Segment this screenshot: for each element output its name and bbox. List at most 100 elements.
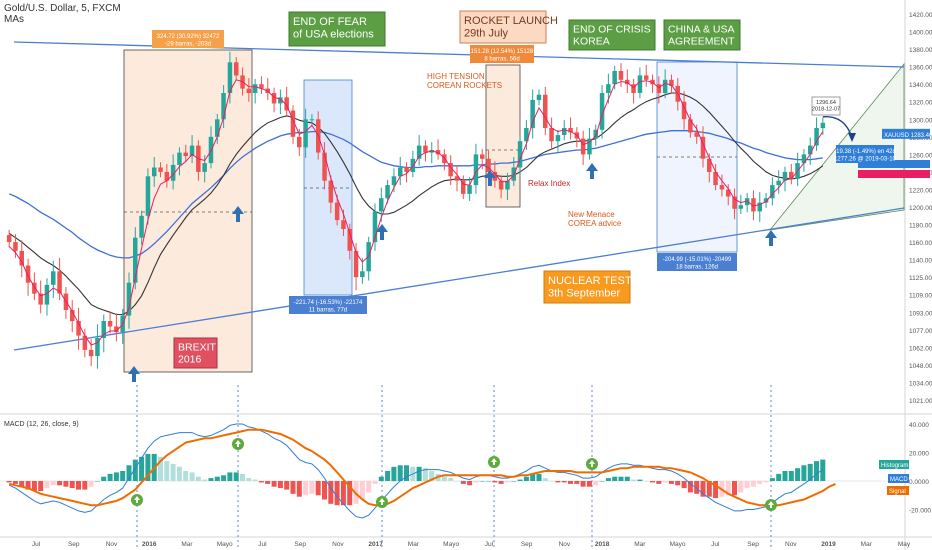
candle[interactable] xyxy=(681,101,687,120)
candle[interactable] xyxy=(555,135,561,142)
elections-range-box[interactable] xyxy=(303,79,353,296)
candle[interactable] xyxy=(398,167,403,177)
candle[interactable] xyxy=(770,185,775,199)
candle[interactable] xyxy=(133,237,138,283)
candle[interactable] xyxy=(744,198,750,206)
candle[interactable] xyxy=(587,138,592,155)
lower-trend-line[interactable] xyxy=(13,207,905,351)
candle[interactable] xyxy=(114,326,119,333)
candle[interactable] xyxy=(700,136,706,159)
candle[interactable] xyxy=(271,93,277,104)
candle[interactable] xyxy=(13,242,18,251)
candle[interactable] xyxy=(70,310,75,322)
candle[interactable] xyxy=(549,128,554,142)
candle[interactable] xyxy=(145,176,151,216)
range2-box[interactable] xyxy=(289,296,367,314)
candle[interactable] xyxy=(719,185,725,190)
candle[interactable] xyxy=(814,128,819,146)
candle[interactable] xyxy=(353,250,359,278)
candle[interactable] xyxy=(410,158,416,172)
candle[interactable] xyxy=(448,163,453,177)
candle[interactable] xyxy=(593,129,599,139)
candle[interactable] xyxy=(726,189,731,197)
candle[interactable] xyxy=(372,211,378,243)
candle[interactable] xyxy=(347,228,353,251)
candle[interactable] xyxy=(76,321,81,336)
candle[interactable] xyxy=(606,84,611,93)
candle[interactable] xyxy=(612,71,617,85)
candle[interactable] xyxy=(183,152,189,157)
candle[interactable] xyxy=(568,128,573,133)
candle[interactable] xyxy=(139,215,144,238)
candle[interactable] xyxy=(57,271,62,294)
candle[interactable] xyxy=(158,167,163,172)
candle[interactable] xyxy=(404,167,409,172)
candle[interactable] xyxy=(334,202,340,221)
candle[interactable] xyxy=(391,176,397,186)
candle[interactable] xyxy=(662,79,668,93)
candle[interactable] xyxy=(44,284,50,305)
range3-box[interactable] xyxy=(470,45,534,63)
candle[interactable] xyxy=(637,75,643,93)
candle[interactable] xyxy=(6,235,12,243)
candle[interactable] xyxy=(820,122,826,129)
candle[interactable] xyxy=(126,282,132,316)
candle[interactable] xyxy=(782,171,788,181)
end-crisis-box[interactable] xyxy=(568,19,656,51)
candle[interactable] xyxy=(385,185,390,199)
candle[interactable] xyxy=(492,171,498,181)
candle[interactable] xyxy=(19,250,25,266)
candle[interactable] xyxy=(669,79,674,86)
candle[interactable] xyxy=(461,180,466,194)
candle[interactable] xyxy=(303,119,308,148)
candle[interactable] xyxy=(234,62,239,76)
candle[interactable] xyxy=(95,338,100,357)
candle[interactable] xyxy=(505,180,510,190)
candle[interactable] xyxy=(215,119,220,137)
candle[interactable] xyxy=(82,335,88,350)
candle[interactable] xyxy=(297,136,302,148)
candle[interactable] xyxy=(631,84,636,93)
candle[interactable] xyxy=(536,94,542,100)
candle[interactable] xyxy=(713,171,718,186)
brexit-box[interactable] xyxy=(173,337,218,369)
candle[interactable] xyxy=(416,145,422,159)
candle[interactable] xyxy=(763,198,769,203)
candle[interactable] xyxy=(284,97,289,111)
end-fear-box[interactable] xyxy=(288,11,386,47)
candle[interactable] xyxy=(101,321,107,338)
candle[interactable] xyxy=(498,180,504,190)
candle[interactable] xyxy=(580,138,586,155)
candle[interactable] xyxy=(808,145,813,155)
candle[interactable] xyxy=(341,220,346,229)
candle[interactable] xyxy=(707,158,712,172)
candle[interactable] xyxy=(189,145,195,157)
range4-box[interactable] xyxy=(657,253,737,271)
candle[interactable] xyxy=(467,185,472,194)
projection-box[interactable] xyxy=(836,145,894,163)
candle[interactable] xyxy=(25,265,31,283)
candle[interactable] xyxy=(688,119,693,133)
candle[interactable] xyxy=(379,198,384,212)
candle[interactable] xyxy=(486,158,491,172)
candle[interactable] xyxy=(732,196,737,209)
candle[interactable] xyxy=(259,84,264,89)
candle[interactable] xyxy=(644,75,649,80)
candle[interactable] xyxy=(152,167,157,177)
candle[interactable] xyxy=(38,293,43,305)
candle[interactable] xyxy=(517,141,523,168)
candle[interactable] xyxy=(562,128,567,135)
china-box[interactable] xyxy=(663,19,741,51)
candle[interactable] xyxy=(328,180,334,203)
candle[interactable] xyxy=(177,152,182,165)
candle[interactable] xyxy=(423,145,428,153)
candle[interactable] xyxy=(290,110,296,137)
candle[interactable] xyxy=(246,88,252,93)
candle[interactable] xyxy=(227,62,233,93)
candle[interactable] xyxy=(656,84,662,93)
candle[interactable] xyxy=(543,94,548,128)
candle[interactable] xyxy=(801,154,807,164)
candle[interactable] xyxy=(164,171,170,181)
last-price-badge[interactable] xyxy=(882,128,930,139)
